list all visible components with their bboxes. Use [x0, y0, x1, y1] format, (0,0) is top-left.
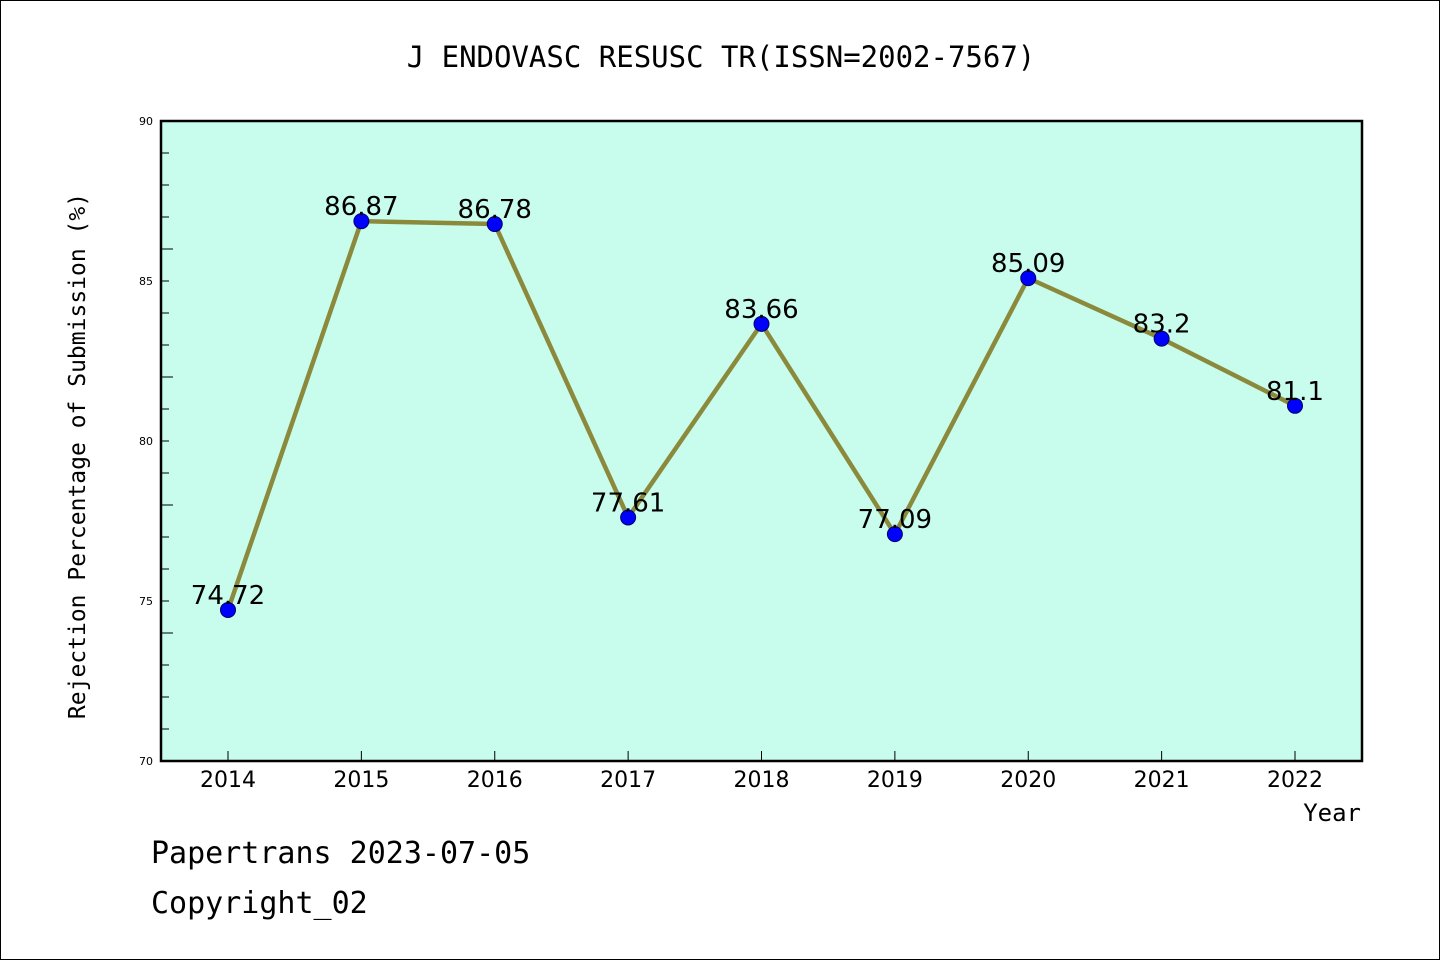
data-label: 85.09	[991, 249, 1065, 279]
x-tick-label: 2015	[333, 768, 389, 793]
x-tick-label: 2014	[200, 768, 256, 793]
y-tick-label: 85	[139, 275, 153, 288]
y-axis-label: Rejection Percentage of Submission (%)	[65, 193, 91, 719]
x-tick-label: 2021	[1134, 768, 1190, 793]
x-axis: 2014 2015 2016 2017 2018 2019 2020 2021 2022	[200, 751, 1323, 793]
data-label: 86.87	[324, 192, 398, 222]
x-tick-label: 2019	[867, 768, 923, 793]
footer-copyright: Copyright_02	[151, 886, 368, 921]
x-tick-label: 2018	[734, 768, 790, 793]
y-axis: 70 75 80 85 90	[139, 115, 173, 768]
y-tick-label: 80	[139, 435, 153, 448]
data-point	[353, 213, 370, 230]
y-tick-label: 70	[139, 755, 153, 768]
data-label: 77.09	[858, 505, 932, 535]
data-markers	[220, 213, 1303, 618]
data-label: 77.61	[591, 488, 665, 518]
data-point	[620, 509, 637, 526]
data-point	[1153, 330, 1170, 347]
y-tick-label: 90	[139, 115, 153, 128]
data-point	[886, 526, 903, 543]
data-point	[220, 601, 236, 618]
x-tick-label: 2016	[467, 768, 523, 793]
x-axis-label: Year	[1303, 799, 1361, 827]
data-label: 81.1	[1266, 377, 1324, 407]
footer-date: Papertrans 2023-07-05	[151, 836, 531, 871]
data-labels: 74.72 86.87 86.78 77.61 83.66 77.09 85.09 83.2 8…	[191, 192, 1324, 611]
data-label: 83.66	[724, 295, 798, 325]
x-tick-label: 2022	[1267, 768, 1323, 793]
data-label: 74.72	[191, 581, 265, 611]
data-label: 83.2	[1133, 310, 1191, 340]
data-point	[1020, 270, 1037, 287]
y-tick-label: 75	[139, 595, 153, 608]
chart-title: J ENDOVASC RESUSC TR(ISSN=2002-7567)	[407, 40, 1036, 74]
data-label: 86.78	[458, 195, 532, 225]
data-point	[753, 315, 770, 332]
x-tick-label: 2020	[1000, 768, 1056, 793]
data-point	[1287, 397, 1303, 414]
data-point	[486, 216, 503, 233]
x-tick-label: 2017	[600, 768, 656, 793]
